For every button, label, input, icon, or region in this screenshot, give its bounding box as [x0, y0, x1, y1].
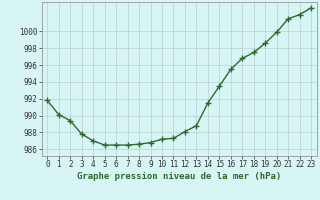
X-axis label: Graphe pression niveau de la mer (hPa): Graphe pression niveau de la mer (hPa) — [77, 172, 281, 181]
